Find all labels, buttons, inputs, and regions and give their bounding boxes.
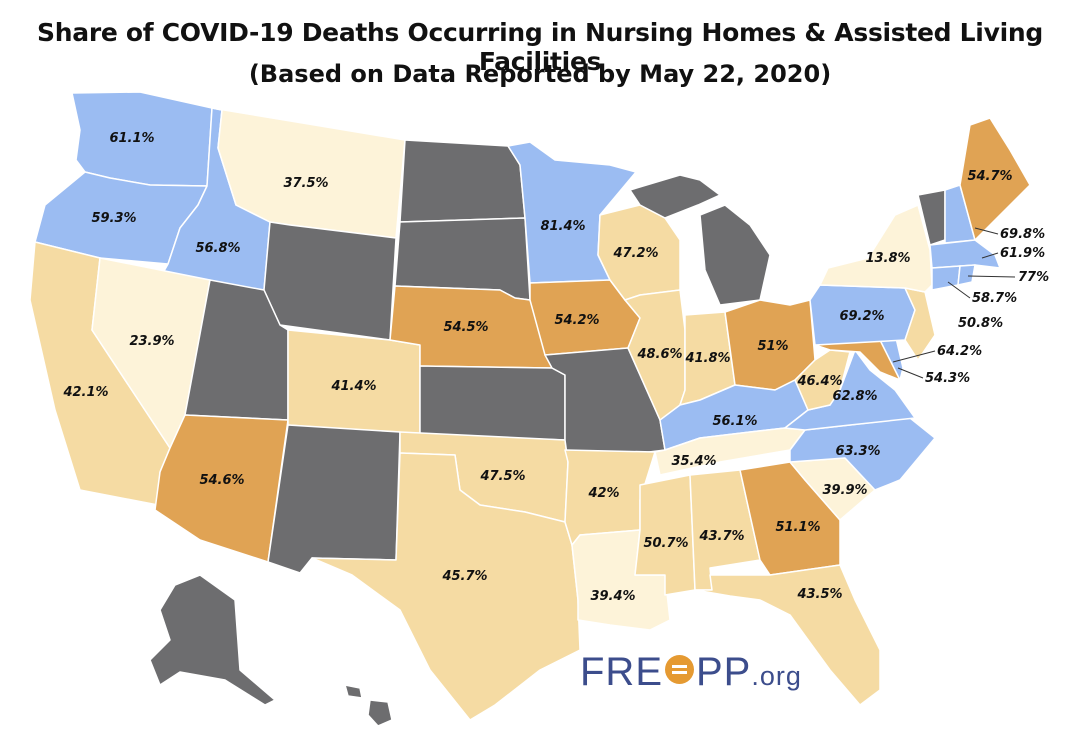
label-IL: 48.6% — [636, 347, 682, 362]
state-WV — [794, 349, 851, 411]
state-HI — [344, 684, 363, 699]
label-AR: 42% — [587, 486, 619, 501]
label-SC: 39.9% — [822, 483, 867, 498]
label-WA: 61.1% — [109, 131, 154, 146]
state-RI — [957, 264, 976, 286]
state-KS — [419, 365, 566, 441]
state-MI — [629, 174, 721, 219]
label-VA: 62.8% — [832, 389, 877, 404]
map-subtitle: (Based on Data Reported by May 22, 2020) — [248, 60, 832, 88]
label-GA: 51.1% — [775, 520, 820, 535]
state-AZ — [154, 414, 289, 563]
label-FL: 43.5% — [796, 587, 842, 602]
state-MA — [929, 239, 1001, 269]
label-MN: 81.4% — [540, 219, 585, 234]
state-TX — [311, 452, 581, 721]
label-NY: 13.8% — [865, 251, 910, 266]
label-MS: 50.7% — [643, 536, 688, 551]
label-MT: 37.5% — [283, 176, 328, 191]
state-CT — [931, 265, 961, 291]
label-NJ: 50.8% — [958, 316, 1003, 331]
label-MA: 61.9% — [1000, 246, 1045, 261]
leader-CT — [947, 281, 971, 299]
label-LA: 39.4% — [590, 589, 635, 604]
state-NY — [819, 204, 933, 293]
label-WI: 47.2% — [612, 246, 658, 261]
label-KY: 56.1% — [712, 414, 757, 429]
leader-MA — [981, 252, 999, 259]
label-NV: 23.9% — [129, 334, 174, 349]
state-MI-lower — [699, 204, 771, 306]
label-MD: 64.2% — [937, 344, 982, 359]
label-OR: 59.3% — [91, 211, 136, 226]
label-ID: 56.8% — [195, 241, 240, 256]
state-HI-big — [367, 699, 393, 727]
state-LA — [571, 529, 671, 631]
map-title: Share of COVID-19 Deaths Occurring in Nu… — [37, 18, 1043, 76]
label-CT: 58.7% — [972, 291, 1017, 306]
leader-NH — [974, 227, 999, 235]
label-TN: 35.4% — [671, 454, 716, 469]
freopp-logo: FRE PP.org — [580, 650, 802, 694]
label-CO: 41.4% — [330, 379, 376, 394]
label-ME: 54.7% — [967, 169, 1012, 184]
label-AL: 43.7% — [698, 529, 744, 544]
label-IN: 41.8% — [684, 351, 730, 366]
label-WV: 46.4% — [796, 374, 842, 389]
logo-mark-icon — [665, 655, 694, 684]
label-OK: 47.5% — [479, 469, 525, 484]
label-NH: 69.8% — [1000, 227, 1045, 242]
leader-DE — [897, 367, 924, 379]
label-OH: 51% — [757, 339, 788, 354]
leader-MD — [892, 350, 936, 363]
label-PA: 69.2% — [839, 309, 884, 324]
label-RI: 77% — [1018, 270, 1049, 285]
label-NC: 63.3% — [835, 444, 880, 459]
label-CA: 42.1% — [62, 385, 108, 400]
label-IA: 54.2% — [554, 313, 599, 328]
leader-RI — [967, 275, 1016, 278]
state-FL — [694, 564, 881, 706]
state-AK — [149, 574, 276, 706]
label-NE: 54.5% — [443, 320, 488, 335]
state-ND — [399, 139, 526, 223]
label-TX: 45.7% — [441, 569, 487, 584]
label-AZ: 54.6% — [199, 473, 244, 488]
state-ME — [959, 117, 1031, 241]
state-NM — [267, 424, 401, 574]
label-DE: 54.3% — [925, 371, 970, 386]
state-WY — [263, 221, 397, 341]
